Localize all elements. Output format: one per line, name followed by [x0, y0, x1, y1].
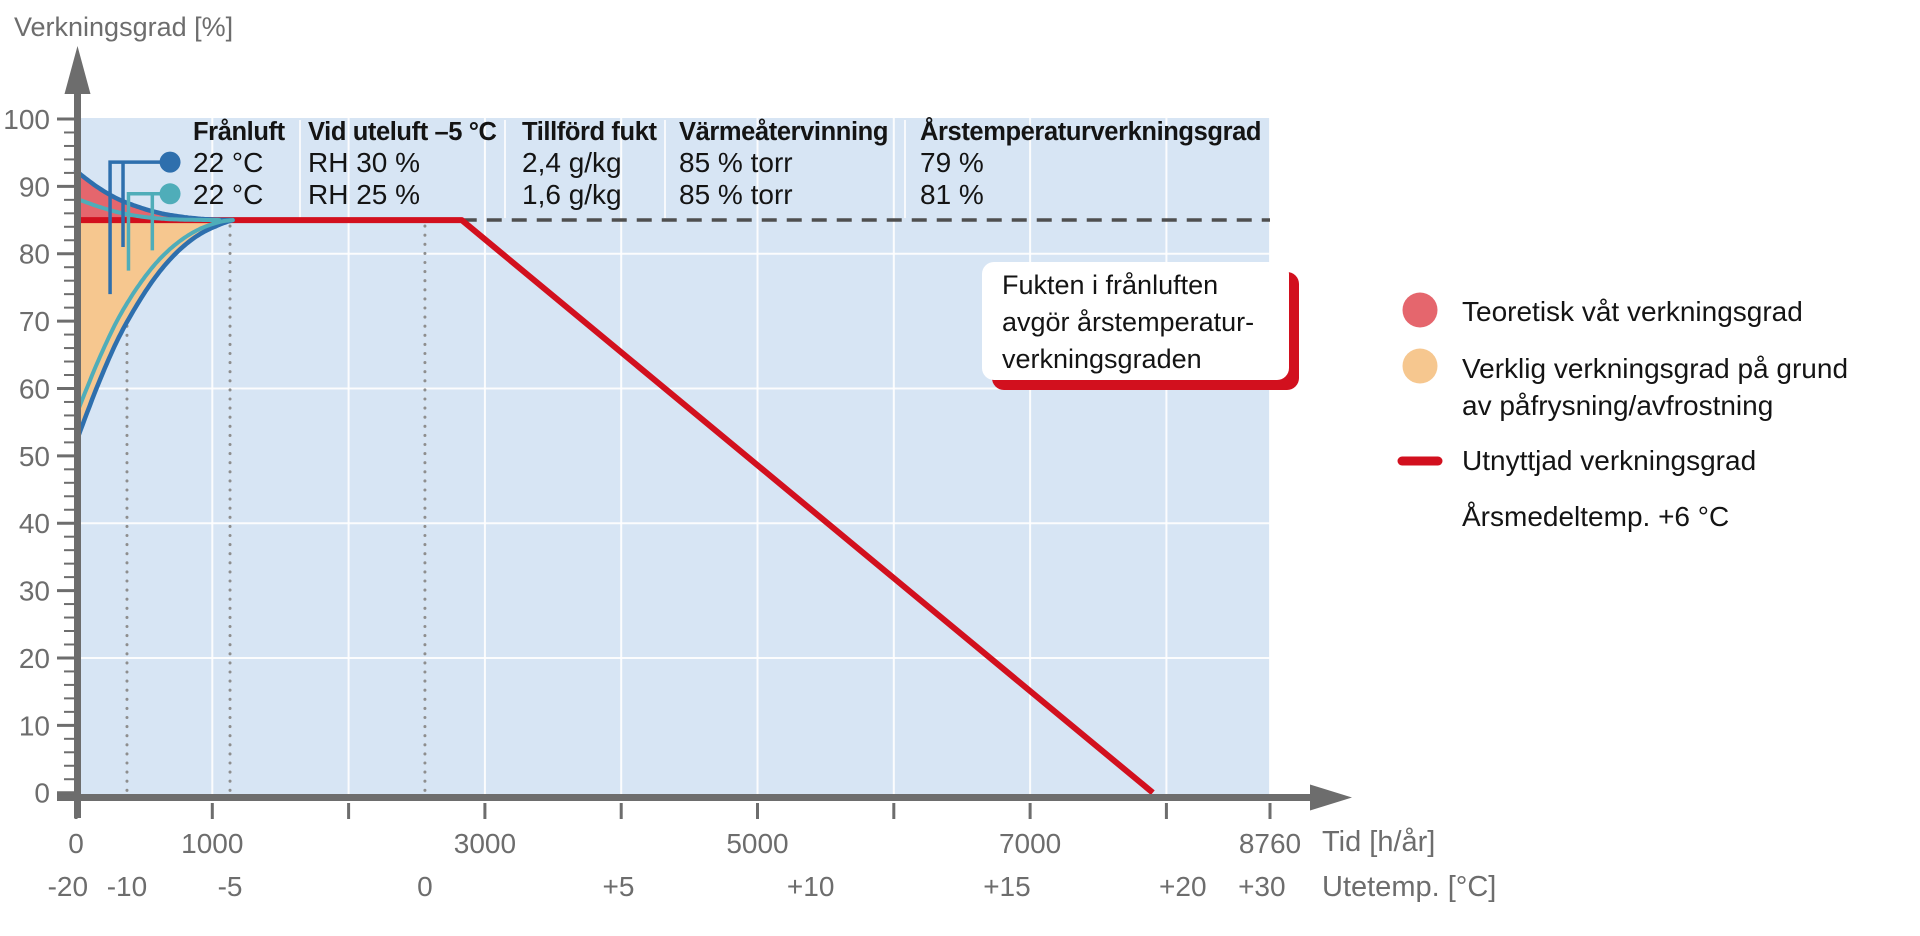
- x-temp-tick-label: +20: [1159, 871, 1207, 902]
- x-axis-arrowhead: [1310, 784, 1352, 811]
- y-tick-label: 70: [19, 306, 50, 337]
- callout-box: [982, 262, 1289, 380]
- callout: Fukten i frånluften avgör årstemperatur-…: [982, 262, 1299, 390]
- x-time-tick-label: 1000: [181, 828, 243, 859]
- x-time-tick-label: 0: [68, 828, 84, 859]
- table-header-franluft: Frånluft: [193, 118, 286, 146]
- table-cell-r2-fukt: 1,6 g/kg: [522, 179, 622, 210]
- table-header-varmeatervinning: Värmeåtervinning: [679, 118, 888, 146]
- x-time-tick-label: 7000: [999, 828, 1061, 859]
- legend-swatch-verklig: [1402, 348, 1438, 384]
- y-tick-label: 50: [19, 441, 50, 472]
- x-temp-tick-label: +5: [603, 871, 635, 902]
- fill-teoretisk-vat: [76, 170, 233, 221]
- legend-label-arsmedeltemp: Årsmedeltemp. +6 °C: [1462, 501, 1729, 532]
- legend-label-verklig-line2: av påfrysning/avfrostning: [1462, 390, 1773, 421]
- table-cell-r1-franluft: 22 °C: [193, 147, 263, 178]
- legend-swatch-teoretisk-vat: [1402, 292, 1438, 328]
- plot-background: [74, 118, 1270, 795]
- x-time-tick-label: 8760: [1239, 828, 1301, 859]
- row-marker-dot: [159, 151, 181, 173]
- x-temp-tick-label: -5: [218, 871, 243, 902]
- callout-line-3: verkningsgraden: [1002, 344, 1202, 374]
- y-tick-label: 90: [19, 171, 50, 202]
- x-time-tick-label: 3000: [454, 828, 516, 859]
- x-time-tick-label: 5000: [726, 828, 788, 859]
- table-header-tillford-fukt: Tillförd fukt: [522, 118, 657, 146]
- legend-label-verklig-line1: Verklig verkningsgrad på grund: [1462, 353, 1848, 384]
- x-temp-tick-label: -20: [48, 871, 88, 902]
- inplot-table: Frånluft Vid uteluft –5 °C Tillförd fukt…: [193, 117, 1261, 210]
- x-temp-tick-label: +10: [787, 871, 835, 902]
- row-marker-dot: [159, 183, 181, 205]
- y-tick-label: 60: [19, 373, 50, 404]
- series-curve-wet-upper-2: [74, 196, 222, 223]
- table-header-arstemperaturverkningsgrad: Årstemperaturverkningsgrad: [920, 117, 1261, 146]
- table-cell-r1-arsverkningsgrad: 79 %: [920, 147, 984, 178]
- grid-layer: [74, 118, 1271, 795]
- table-cell-r1-rh: RH 30 %: [308, 147, 420, 178]
- series-curve-frost-lower-3: [73, 217, 235, 445]
- guide-layer: [125, 224, 427, 795]
- y-tick-label: 10: [19, 710, 50, 741]
- table-cell-r2-arsverkningsgrad: 81 %: [920, 179, 984, 210]
- legend: Teoretisk våt verkningsgrad Verklig verk…: [1397, 292, 1848, 532]
- x-temp-tick-label: 0: [417, 871, 433, 902]
- y-axis-title: Verkningsgrad [%]: [14, 12, 233, 42]
- row-leader: [108, 160, 171, 295]
- y-tick-label: 0: [34, 778, 50, 809]
- table-cell-r2-atervinning: 85 % torr: [679, 179, 793, 210]
- table-cell-r2-rh: RH 25 %: [308, 179, 420, 210]
- callout-line-2: avgör årstemperatur-: [1002, 307, 1254, 337]
- fill-layer: [76, 170, 233, 443]
- table-cell-r2-franluft: 22 °C: [193, 179, 263, 210]
- callout-line-1: Fukten i frånluften: [1002, 270, 1218, 300]
- x-axis-time-title: Tid [h/år]: [1322, 826, 1435, 858]
- table-cell-r1-atervinning: 85 % torr: [679, 147, 793, 178]
- table-cell-r1-fukt: 2,4 g/kg: [522, 147, 622, 178]
- y-tick-label: 100: [3, 104, 50, 135]
- plot-background-layer: [74, 118, 1270, 795]
- axis-layer: [57, 46, 1352, 818]
- y-tick-label: 30: [19, 576, 50, 607]
- series-curve-frost-lower-4: [74, 218, 235, 418]
- series-layer: [73, 168, 1270, 796]
- leader-layer: [108, 151, 181, 295]
- x-temp-tick-label: +30: [1238, 871, 1286, 902]
- x-axis-temp-title: Utetemp. [°C]: [1322, 871, 1496, 903]
- y-tick-label: 40: [19, 508, 50, 539]
- y-tick-label: 80: [19, 239, 50, 270]
- row-leader: [126, 192, 171, 271]
- legend-label-teoretisk-vat: Teoretisk våt verkningsgrad: [1462, 296, 1803, 327]
- x-temp-tick-label: +15: [983, 871, 1031, 902]
- y-tick-label: 20: [19, 643, 50, 674]
- x-temp-tick-label: -10: [107, 871, 147, 902]
- y-axis-arrowhead: [64, 46, 91, 94]
- fill-pafrysning: [76, 220, 233, 443]
- table-header-vid-uteluft: Vid uteluft –5 °C: [308, 118, 497, 146]
- legend-label-utnyttjad: Utnyttjad verkningsgrad: [1462, 445, 1756, 476]
